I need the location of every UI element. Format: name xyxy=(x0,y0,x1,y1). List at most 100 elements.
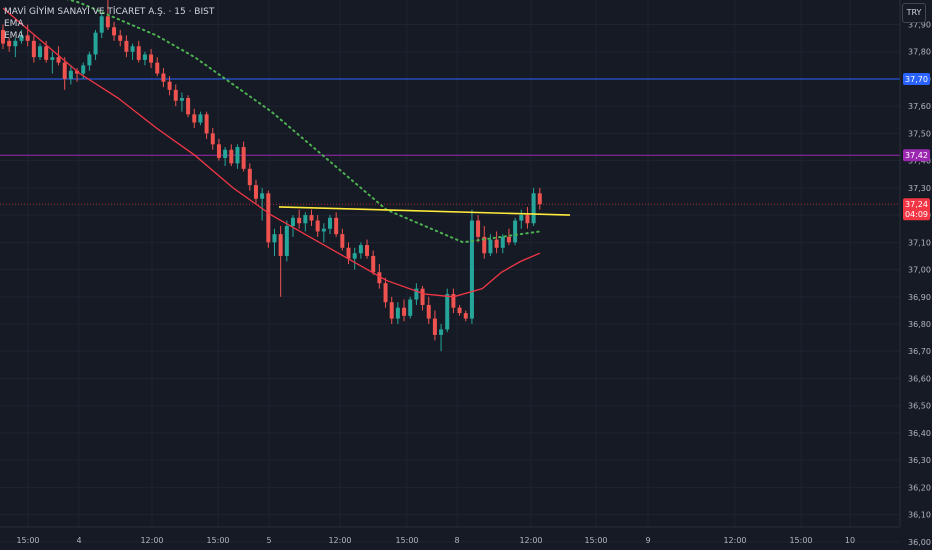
candle-body xyxy=(68,70,73,79)
ema-red-line xyxy=(2,7,541,298)
candle-body xyxy=(334,217,339,235)
candle-body xyxy=(149,54,154,63)
candle-body xyxy=(525,215,530,224)
candle-body xyxy=(469,220,474,319)
x-tick-label: 12:00 xyxy=(723,536,746,545)
candle-body xyxy=(494,239,499,248)
candle-body xyxy=(383,283,388,303)
candle-body xyxy=(186,98,191,115)
candle-body xyxy=(328,217,333,229)
candle-body xyxy=(284,225,289,256)
candle-body xyxy=(44,46,49,60)
x-tick-label: 15:00 xyxy=(584,536,607,545)
candle-body xyxy=(365,245,370,256)
y-tick-label: 37,60 xyxy=(908,102,931,111)
candle-body xyxy=(118,35,123,41)
ema-legend-1[interactable]: EMA xyxy=(4,19,24,29)
candle-body xyxy=(179,98,184,101)
candle-body xyxy=(290,217,295,226)
price-tag xyxy=(903,72,930,85)
candle-body xyxy=(161,73,166,82)
candle-body xyxy=(260,193,265,199)
candle-body xyxy=(253,185,258,199)
price-tag-label: 37,42 xyxy=(905,151,928,160)
candle-body xyxy=(198,114,203,123)
candle-body xyxy=(352,253,357,259)
y-tick-label: 36,30 xyxy=(908,456,931,465)
x-tick-label: 15:00 xyxy=(789,536,812,545)
candle-body xyxy=(358,245,363,254)
candle-body xyxy=(371,255,376,273)
y-tick-label: 37,00 xyxy=(908,266,931,275)
symbol-title[interactable]: MAVİ GİYİM SANAYİ VE TİCARET A.Ş. · 15 ·… xyxy=(4,7,215,17)
candle-body xyxy=(395,307,400,319)
candle-body xyxy=(7,40,12,47)
y-tick-label: 36,10 xyxy=(908,511,931,520)
candle-body xyxy=(124,40,129,52)
candle-body xyxy=(210,133,215,145)
candle-body xyxy=(426,304,431,319)
candle-body xyxy=(229,149,234,164)
y-tick-label: 36,00 xyxy=(908,538,931,547)
x-tick-label: 5 xyxy=(266,536,271,545)
x-tick-label: 10 xyxy=(845,536,855,545)
candle-body xyxy=(38,46,43,58)
candle-body xyxy=(142,54,147,60)
candle-body xyxy=(321,228,326,232)
candle-body xyxy=(451,294,456,308)
y-tick-label: 37,80 xyxy=(908,48,931,57)
candle-body xyxy=(439,329,444,335)
candle-body xyxy=(531,193,536,224)
price-tag xyxy=(903,198,930,221)
horizontal-lines xyxy=(0,78,900,205)
price-tag-countdown: 04:09 xyxy=(905,210,928,219)
candle-body xyxy=(420,288,425,305)
candle-body xyxy=(112,27,117,36)
candle-body xyxy=(93,32,98,55)
x-tick-label: 15:00 xyxy=(395,536,418,545)
x-tick-label: 9 xyxy=(645,536,650,545)
candle-body xyxy=(25,35,30,41)
candle-body xyxy=(167,81,172,90)
candle-body xyxy=(346,247,351,259)
y-tick-label: 37,90 xyxy=(908,21,931,30)
candle-body xyxy=(278,234,283,256)
candle-body xyxy=(75,70,80,74)
chart-legend: MAVİ GİYİM SANAYİ VE TİCARET A.Ş. · 15 ·… xyxy=(4,6,214,42)
candle-body xyxy=(272,234,277,243)
candle-body xyxy=(414,288,419,300)
y-tick-label: 36,40 xyxy=(908,429,931,438)
price-axis-background xyxy=(900,0,932,550)
candle-body xyxy=(297,217,302,224)
y-tick-label: 36,70 xyxy=(908,347,931,356)
candle-body xyxy=(192,114,197,123)
candle-body xyxy=(500,236,505,248)
y-tick-label: 36,60 xyxy=(908,374,931,383)
y-tick-label: 36,80 xyxy=(908,320,931,329)
candle-body xyxy=(136,46,141,60)
candle-body xyxy=(1,29,5,44)
candle-body xyxy=(537,193,542,205)
ema-lines xyxy=(2,0,541,298)
candle-body xyxy=(204,114,209,134)
price-tag xyxy=(903,149,930,162)
candle-body xyxy=(99,16,104,33)
price-tag-label: 37,24 xyxy=(905,200,928,209)
ema-legend-2[interactable]: EMA xyxy=(4,31,24,41)
candle-body xyxy=(235,147,240,164)
candle-body xyxy=(13,40,18,47)
currency-button[interactable]: TRY xyxy=(902,3,926,23)
x-tick-label: 12:00 xyxy=(140,536,163,545)
x-tick-label: 12:00 xyxy=(328,536,351,545)
trend-line xyxy=(278,206,571,216)
candle-body xyxy=(130,46,135,52)
candle-body xyxy=(408,299,413,316)
candle-body xyxy=(303,215,308,224)
time-axis[interactable]: 15:00 4 12:00 15:00 5 12:00 15:00 8 12:00 15:00 9 1… xyxy=(16,536,855,545)
candle-body xyxy=(513,220,518,243)
price-tag-label: 37,70 xyxy=(905,75,928,84)
candle-body xyxy=(241,147,246,169)
candle-body xyxy=(247,168,252,186)
